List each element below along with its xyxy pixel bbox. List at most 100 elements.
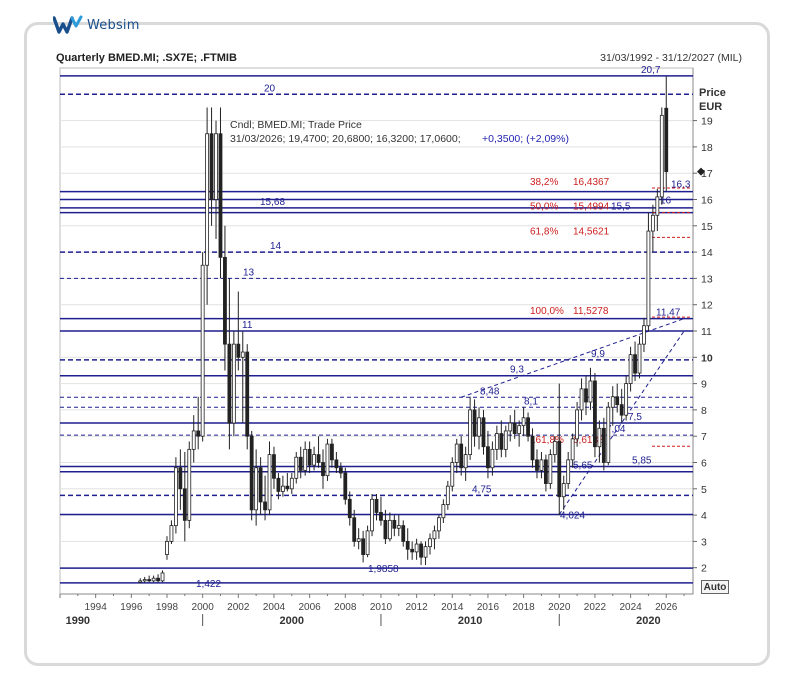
y-tick-label: 9 (701, 379, 707, 391)
candle-body (258, 467, 263, 503)
x-decade-label: 2020 (636, 615, 660, 627)
level-label: 11 (242, 320, 253, 331)
x-tick-label: 2004 (263, 602, 286, 613)
candle-body (615, 396, 620, 406)
candle-body (347, 498, 352, 519)
candle-body (561, 483, 566, 498)
date-range: 31/03/1992 - 31/12/2027 (MIL) (600, 52, 742, 64)
candle-body (584, 388, 588, 403)
candle-body (285, 485, 290, 490)
candle-body (289, 477, 294, 490)
level-label: 1,422 (196, 579, 221, 590)
level-label: 13 (243, 267, 255, 278)
fib-pct-label: 161,8% (530, 435, 564, 446)
candle-body (352, 517, 357, 542)
candle-body (481, 417, 486, 448)
candle-body (361, 538, 366, 555)
candle-body (307, 448, 312, 466)
level-label: 11,47 (656, 308, 681, 319)
trendline (558, 330, 685, 515)
candle-body (530, 435, 535, 461)
candle-body (432, 530, 437, 540)
level-label: 20,7 (641, 65, 661, 76)
level-label: 16,3 (671, 180, 691, 191)
candle-body (249, 435, 254, 511)
candle-body (280, 485, 285, 492)
candle-body (642, 325, 646, 345)
level-label: 7,5 (628, 412, 642, 423)
candle-body (182, 488, 187, 521)
level-label: 15,68 (260, 197, 285, 208)
x-tick-label: 2026 (655, 602, 678, 613)
candle-body (459, 443, 464, 469)
candle-body (240, 351, 245, 358)
candle-body (566, 459, 571, 484)
candle-body (410, 548, 415, 553)
websim-logo[interactable]: Websim (53, 15, 140, 35)
candle-body (659, 114, 664, 198)
x-tick-label: 2014 (441, 602, 464, 613)
level-label: 16 (660, 196, 672, 207)
info-change: +0,3500; (+2,09%) (482, 133, 569, 145)
y-tick-label: 14 (701, 247, 713, 259)
candle-body (450, 462, 455, 487)
auto-scale-button[interactable]: Auto (701, 580, 729, 594)
info-line: 31/03/2026; 19,4700; 20,6800; 16,3200; 1… (230, 133, 461, 145)
candle-body (593, 380, 597, 448)
y-axis-unit: EUR (699, 101, 722, 113)
level-label: 5,85 (632, 455, 652, 466)
candle-body (321, 462, 325, 477)
brand-name: Websim (87, 17, 140, 33)
candle-body (316, 454, 321, 463)
candle-body (490, 448, 495, 469)
y-tick-label: 4 (701, 510, 707, 522)
candle-body (156, 577, 160, 582)
x-tick-label: 2024 (619, 602, 642, 613)
candle-body (503, 430, 508, 450)
candle-body (445, 485, 450, 505)
candle-body (557, 441, 562, 498)
candle-body (655, 196, 660, 216)
candle-body (401, 525, 406, 542)
candle-body (205, 133, 210, 266)
candle-body (294, 456, 299, 479)
y-tick-label: 10 (701, 352, 713, 364)
candle-body (535, 459, 539, 471)
fib-value-label: 11,5278 (573, 306, 609, 317)
candle-body (191, 430, 196, 450)
candle-body (147, 579, 152, 582)
level-label: 4,024 (560, 510, 585, 521)
y-tick-label: 11 (701, 326, 712, 338)
trendline (461, 318, 685, 398)
websim-w-logo-icon (53, 15, 83, 34)
y-tick-label: 7 (701, 431, 707, 443)
candle-body (570, 438, 575, 461)
candle-body (174, 467, 178, 527)
x-decade-label: 2000 (280, 615, 304, 627)
x-tick-label: 2012 (405, 602, 428, 613)
fib-pct-label: 50,0% (530, 202, 558, 213)
y-tick-label: 19 (701, 116, 713, 128)
candle-body (477, 417, 481, 437)
candle-body (441, 504, 446, 519)
candle-body (588, 380, 593, 403)
candle-body (356, 538, 361, 542)
chart-title: Quarterly BMED.MI; .SX7E; .FTMIB (56, 52, 237, 64)
candle-body (379, 512, 383, 521)
candle-body (267, 454, 272, 511)
candle-body (428, 538, 432, 548)
candle-body (334, 459, 339, 469)
candle-body (579, 388, 584, 411)
candle-body (526, 417, 530, 437)
candle-body (637, 343, 642, 374)
candle-body (468, 409, 473, 456)
y-tick-label: 17 (701, 168, 713, 180)
candle-body (227, 343, 232, 424)
candle-body (218, 133, 223, 258)
candle-body (575, 409, 579, 440)
x-tick-label: 2010 (370, 602, 393, 613)
candle-body (338, 467, 343, 474)
last-price-marker (697, 167, 705, 176)
candle-body (165, 541, 169, 555)
